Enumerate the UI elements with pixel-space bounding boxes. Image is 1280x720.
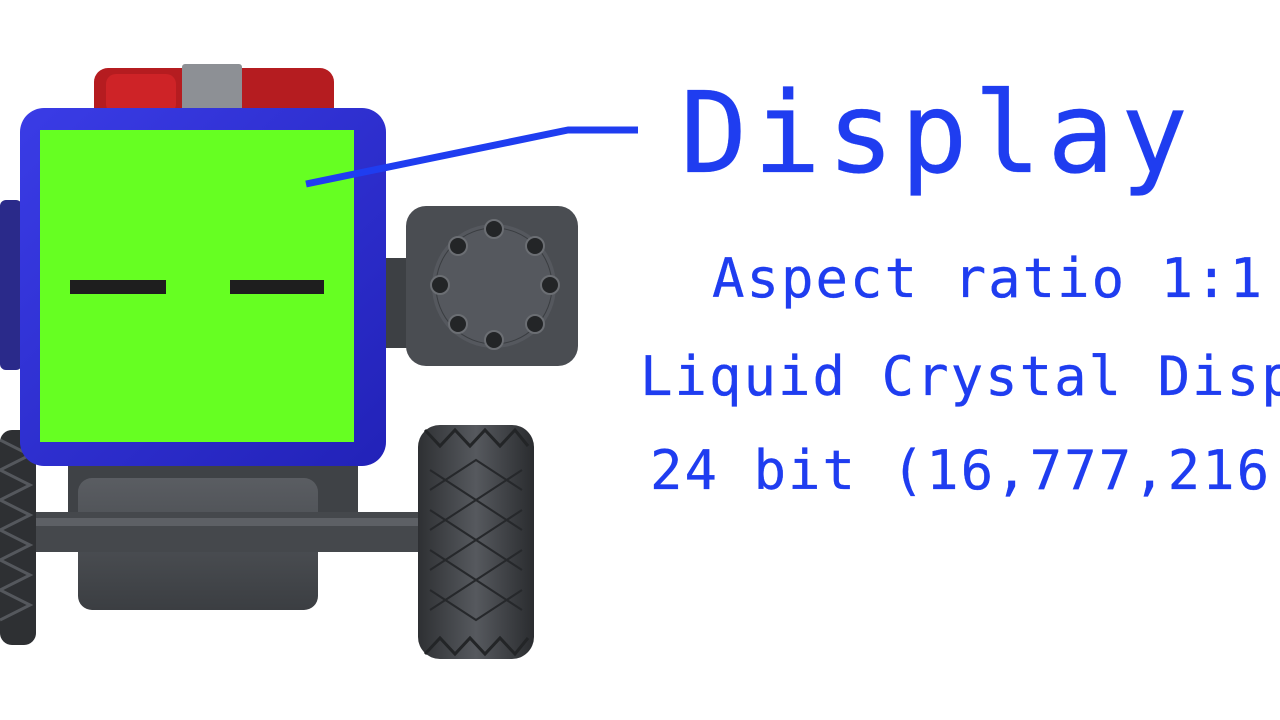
pointer-line <box>305 126 638 188</box>
display-unit <box>20 108 386 466</box>
eye-bar-right <box>230 280 324 294</box>
display-title: Display <box>680 69 1195 199</box>
eye-bar-left <box>70 280 166 294</box>
wheel-right <box>418 425 534 659</box>
spec-color-depth: 24 bit (16,777,216 colors) <box>650 439 1280 502</box>
left-side-part <box>0 200 22 370</box>
wheel-left <box>0 430 36 645</box>
spec-aspect-ratio: Aspect ratio 1:1 <box>712 247 1265 310</box>
robot-body <box>0 448 440 610</box>
speaker-grille <box>384 206 578 366</box>
spec-display-type: Liquid Crystal Display <box>640 345 1280 408</box>
